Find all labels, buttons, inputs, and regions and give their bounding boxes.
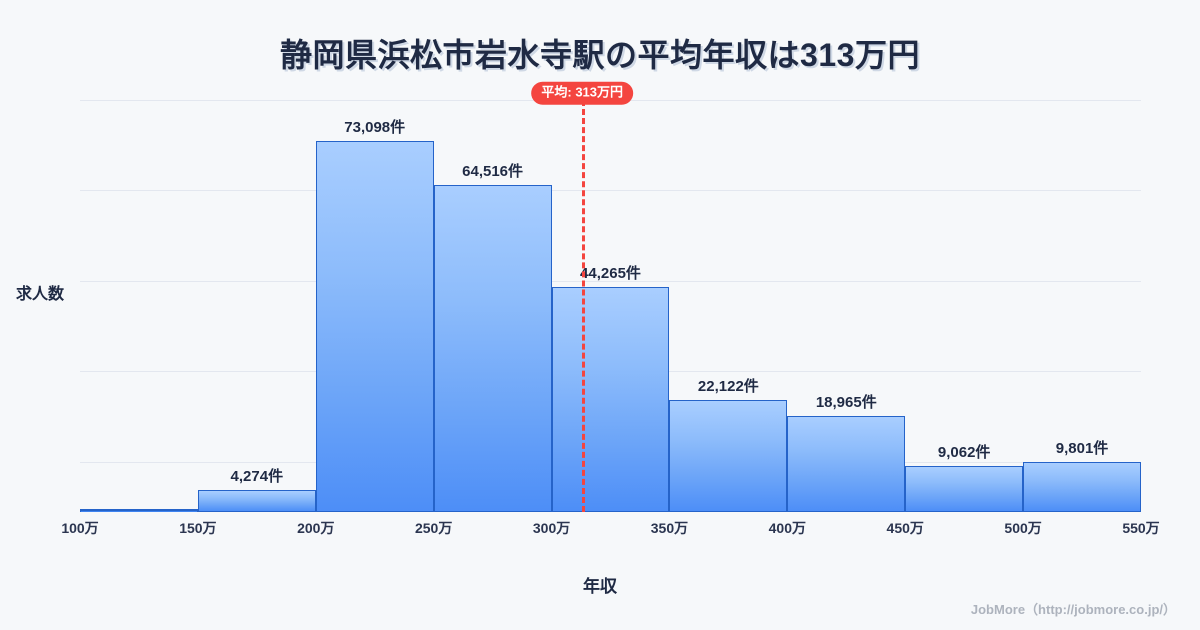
bar-value-label: 9,801件 [1055, 440, 1109, 458]
x-axis-title: 年収 [583, 577, 617, 596]
x-tick-label: 550万 [1122, 520, 1160, 536]
bar-value-label: 44,265件 [580, 265, 641, 283]
bar: 9,062件 [905, 444, 1024, 512]
page-title: 静岡県浜松市岩水寺駅の平均年収は313万円 [280, 37, 920, 73]
x-tick-label: 250万 [414, 520, 453, 536]
y-axis-title: 求人数 [16, 286, 65, 303]
bar-value-label: 18,965件 [815, 393, 877, 411]
bar: 73,098件 [315, 119, 434, 512]
bar: 18,965件 [787, 394, 906, 512]
bar: 64,516件 [433, 163, 552, 512]
bar: 4,274件 [197, 468, 316, 512]
watermark-credit: JobMore（http://jobmore.co.jp/） [970, 602, 1176, 617]
x-axis-tick-labels: 100万 150万 200万 250万 300万 350万 400万 450万 500万 550万 [61, 518, 1159, 540]
plot-area: 4,274件 73,098件 64,516件 44,265件 22,122件 18,965… [80, 81, 1141, 512]
bar: 9,801件 [1023, 440, 1141, 512]
bar-value-label: 4,274件 [230, 468, 284, 486]
x-tick-label: 100万 [61, 520, 99, 536]
average-line [582, 100, 586, 512]
x-tick-label: 400万 [768, 520, 807, 536]
x-tick-label: 150万 [179, 520, 217, 536]
bar: 44,265件 [551, 265, 670, 512]
bar: 22,122件 [669, 378, 788, 512]
bar-value-label: 73,098件 [344, 119, 406, 137]
x-tick-label: 300万 [532, 520, 571, 536]
x-tick-label: 500万 [1004, 520, 1042, 536]
bar [80, 509, 198, 512]
x-tick-label: 450万 [886, 520, 924, 536]
gridline [80, 281, 1141, 282]
gridline [80, 190, 1141, 191]
bars-layer: 4,274件 73,098件 64,516件 44,265件 22,122件 18,965… [80, 100, 1141, 512]
average-badge: 平均: 313万円 [531, 81, 634, 105]
x-tick-label: 200万 [297, 520, 335, 536]
bar-value-label: 64,516件 [462, 162, 524, 180]
bar-value-label: 22,122件 [697, 377, 759, 395]
x-tick-label: 350万 [650, 520, 689, 536]
bar-value-label: 9,062件 [937, 444, 991, 462]
